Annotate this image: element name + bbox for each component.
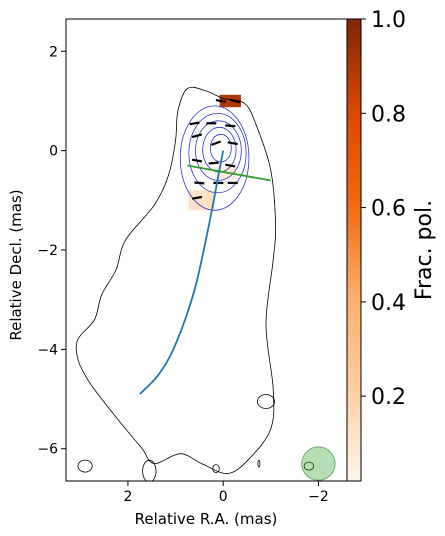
y-axis-label: Relative Decl. (mas) (7, 189, 25, 340)
y-tick-label: 2 (49, 44, 58, 60)
colorbar-tick-label: 1.0 (371, 8, 406, 33)
frac-pol-patch (188, 190, 215, 211)
colorbar-tick-label: 0.8 (371, 102, 406, 127)
y-tick-label: −6 (37, 442, 58, 458)
y-tick-label: 0 (49, 144, 58, 160)
isolated-contour (212, 464, 220, 474)
colorbar-label: Frac. pol. (412, 200, 437, 300)
x-tick-label: 0 (219, 489, 228, 505)
evpa-tick (189, 121, 200, 126)
axis-ticks: 2 0 −2 2 0 −2 −4 −6 (37, 44, 328, 505)
colorbar-tick-label: 0.2 (371, 385, 406, 410)
evpa-tick (225, 124, 236, 128)
x-tick-label: −2 (308, 489, 329, 505)
isolated-contour (77, 459, 93, 473)
colorbar (346, 18, 362, 482)
isolated-contour (256, 394, 275, 409)
evpa-tick (208, 161, 219, 165)
x-tick-label: 2 (123, 489, 132, 505)
evpa-tick (227, 141, 238, 146)
jet-ridge-line (139, 150, 225, 395)
colorbar-ticks: 0.2 0.4 0.6 0.8 1.0 (361, 8, 406, 410)
polarized-contour (179, 105, 250, 211)
polarized-contour (195, 120, 242, 181)
plot-area (75, 86, 336, 481)
colorbar-tick-label: 0.6 (371, 197, 406, 222)
x-axis-label: Relative R.A. (mas) (135, 510, 278, 528)
cut-line (187, 164, 271, 182)
colorbar-tick-label: 0.4 (371, 291, 406, 316)
polarized-contour (188, 113, 247, 194)
evpa-tick (191, 158, 203, 163)
evpa-tick (191, 195, 203, 200)
beam (301, 446, 336, 481)
isolated-contour (142, 459, 157, 481)
evpa-tick (215, 99, 226, 103)
isolated-contour (303, 461, 315, 471)
evpa-tick (229, 98, 241, 104)
y-tick-label: −2 (37, 243, 58, 259)
evpa-tick (191, 133, 203, 139)
y-tick-label: −4 (37, 342, 58, 358)
isolated-contour (257, 459, 261, 468)
frac-pol-patch (219, 94, 241, 108)
polarized-contour (209, 133, 232, 163)
evpa-tick (225, 163, 236, 168)
evpa-tick (210, 140, 222, 146)
evpa-tick (194, 181, 205, 185)
plot-frame (65, 18, 348, 482)
